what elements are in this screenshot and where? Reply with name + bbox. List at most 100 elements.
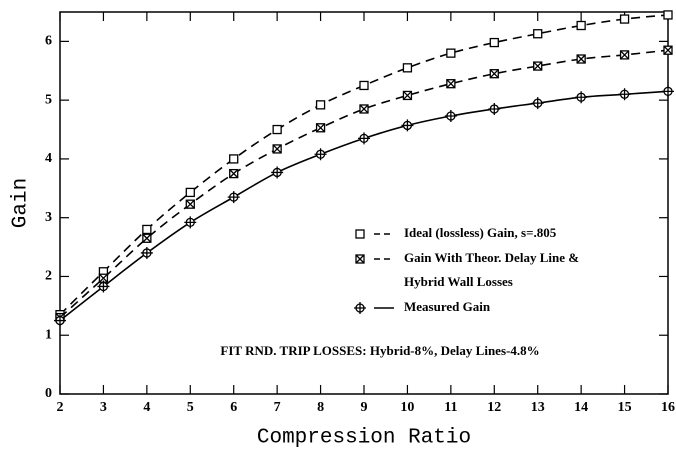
marker-shape — [140, 246, 153, 259]
series-line — [59, 90, 669, 322]
marker — [315, 123, 326, 133]
x-tick-label: 4 — [143, 400, 150, 415]
marker-shape — [229, 169, 239, 179]
marker — [359, 104, 369, 114]
marker — [354, 302, 366, 314]
legend-label-line: Gain With Theor. Delay Line & — [404, 250, 579, 265]
marker-shape — [446, 79, 456, 89]
series-line — [59, 49, 669, 319]
legend-label: Gain With Theor. Delay Line & Hybrid Wall… — [404, 250, 579, 289]
marker-shape — [620, 50, 630, 60]
marker — [359, 80, 369, 91]
marker — [489, 69, 499, 79]
marker-shape — [533, 29, 543, 39]
marker-shape — [575, 91, 588, 104]
x-tick-label: 8 — [317, 400, 324, 415]
marker-shape — [531, 97, 544, 110]
marker — [355, 229, 365, 239]
marker-shape — [401, 119, 414, 132]
marker-shape — [444, 110, 457, 123]
marker — [227, 191, 240, 204]
marker-shape — [354, 302, 366, 314]
marker — [619, 14, 630, 24]
x-tick-label: 13 — [531, 400, 545, 415]
marker-shape — [272, 124, 282, 135]
marker — [184, 216, 197, 229]
marker-shape — [358, 132, 370, 145]
y-tick-label: 5 — [45, 92, 52, 107]
x-tick-label: 9 — [361, 400, 368, 415]
marker-shape — [576, 54, 586, 64]
y-tick-label: 4 — [45, 151, 52, 166]
marker — [662, 85, 674, 98]
marker — [663, 45, 673, 55]
marker — [402, 63, 413, 73]
legend-entry: Ideal (lossless) Gain, s=.805 — [355, 225, 557, 240]
y-tick-label: 0 — [45, 386, 52, 401]
marker-shape — [355, 254, 365, 264]
x-tick-label: 14 — [574, 400, 588, 415]
marker — [272, 124, 282, 135]
marker-shape — [663, 10, 673, 20]
marker-shape — [446, 48, 456, 58]
y-tick-label: 2 — [45, 269, 52, 284]
marker-shape — [227, 191, 240, 204]
y-tick-label: 6 — [45, 34, 52, 49]
annotation: FIT RND. TRIP LOSSES: Hybrid-8%, Delay L… — [220, 343, 539, 358]
marker — [446, 79, 456, 89]
x-tick-label: 10 — [400, 400, 414, 415]
legend-label-line: Hybrid Wall Losses — [404, 274, 513, 289]
y-tick-label: 3 — [45, 210, 52, 225]
marker — [272, 144, 282, 154]
x-tick-label: 5 — [187, 400, 194, 415]
legend-entry: Gain With Theor. Delay Line & Hybrid Wall… — [355, 250, 579, 289]
marker — [618, 88, 631, 101]
x-tick-label: 2 — [57, 400, 64, 415]
marker — [355, 254, 365, 264]
marker — [533, 61, 543, 71]
marker — [142, 224, 152, 235]
marker — [576, 20, 586, 31]
marker — [185, 187, 195, 198]
marker-shape — [184, 216, 197, 229]
marker — [358, 132, 370, 145]
x-axis-label: Compression Ratio — [257, 427, 471, 450]
marker-shape — [576, 20, 586, 31]
marker-shape — [185, 187, 195, 198]
marker — [663, 10, 673, 20]
marker — [97, 280, 110, 293]
marker-shape — [619, 14, 630, 24]
marker — [98, 273, 109, 283]
marker — [315, 100, 326, 110]
plot-frame — [59, 11, 669, 395]
marker-shape — [489, 37, 499, 48]
marker-shape — [533, 61, 543, 71]
marker — [489, 37, 499, 48]
marker — [576, 54, 586, 64]
marker-shape — [314, 148, 327, 161]
legend-entry: Measured Gain — [354, 299, 491, 314]
marker — [314, 148, 327, 161]
x-tick-label: 15 — [618, 400, 632, 415]
marker-shape — [229, 154, 239, 164]
marker — [533, 29, 543, 39]
marker-shape — [359, 80, 369, 91]
y-axis-label: Gain — [10, 178, 33, 228]
marker — [531, 97, 544, 110]
legend-label: Ideal (lossless) Gain, s=.805 — [404, 225, 557, 240]
marker — [185, 199, 195, 209]
marker — [229, 168, 239, 179]
marker-shape — [359, 104, 369, 114]
marker-shape — [98, 273, 108, 283]
marker-shape — [488, 102, 501, 115]
marker — [402, 90, 413, 101]
marker-shape — [97, 280, 110, 293]
marker-shape — [271, 166, 284, 179]
marker — [444, 110, 457, 123]
x-tick-label: 6 — [230, 400, 237, 415]
marker — [401, 119, 414, 132]
marker — [488, 102, 501, 115]
legend-label: Measured Gain — [404, 299, 491, 314]
marker-shape — [489, 69, 499, 79]
